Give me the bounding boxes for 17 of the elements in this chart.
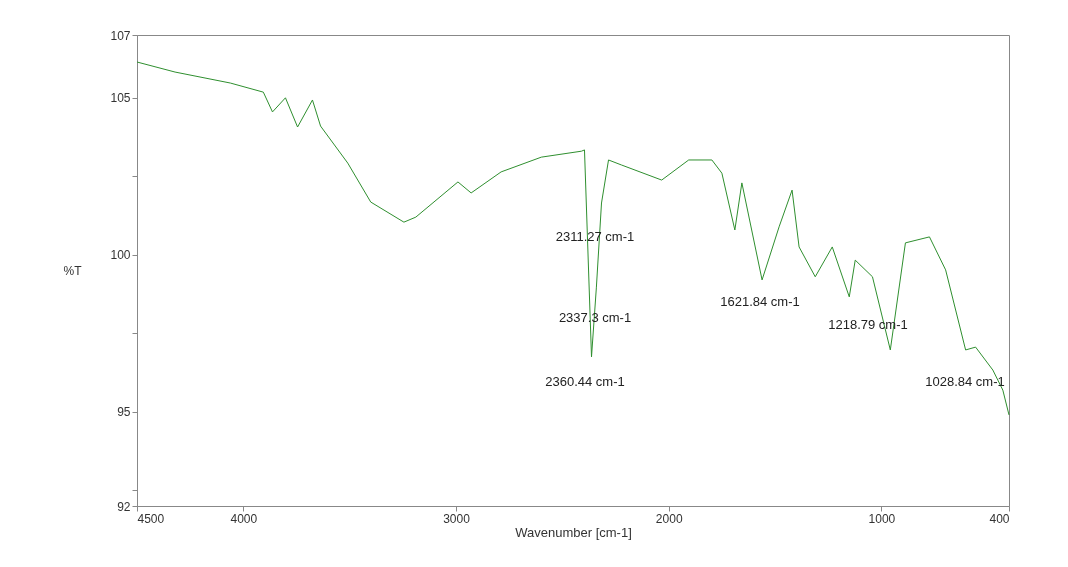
- x-tick-label: 4500: [137, 511, 165, 526]
- y-axis-title: %T: [63, 263, 83, 278]
- annotation: 1028.84 cm-1: [925, 374, 1005, 389]
- y-tick-label: 105: [110, 91, 131, 106]
- y-tick-label: 107: [110, 28, 131, 43]
- line-series: [136, 61, 1010, 416]
- y-tick-label: 100: [110, 248, 131, 263]
- y-tick-label: 92: [117, 499, 131, 514]
- x-axis-title: Wavenumber [cm-1]: [515, 524, 632, 540]
- x-tick-label: 2000: [655, 511, 683, 526]
- x-tick-label: 400: [989, 511, 1010, 526]
- annotation: 2360.44 cm-1: [545, 374, 625, 389]
- x-tick-label: 3000: [443, 511, 471, 526]
- y-tick-label: 95: [117, 405, 131, 420]
- x-tick-label: 4000: [230, 511, 258, 526]
- x-tick-label: 1000: [868, 511, 896, 526]
- annotation: 1621.84 cm-1: [720, 294, 800, 309]
